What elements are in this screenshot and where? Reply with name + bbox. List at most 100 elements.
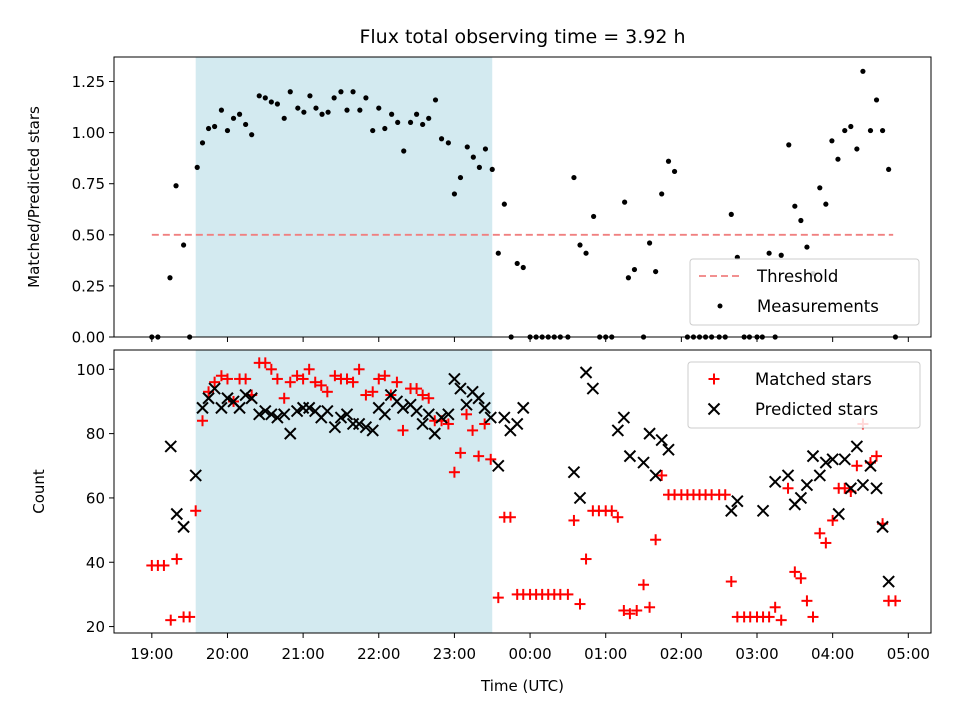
matched-star-point bbox=[360, 389, 372, 401]
measurement-point bbox=[445, 140, 451, 146]
matched-star-point bbox=[656, 469, 668, 481]
top-y-ticks: 0.00 0.25 0.50 0.75 1.00 1.25 bbox=[72, 73, 114, 347]
predicted-star-point bbox=[586, 382, 600, 395]
matched-star-point bbox=[467, 424, 479, 436]
matched-star-point bbox=[215, 370, 227, 382]
matched-star-point bbox=[297, 373, 309, 385]
x-tick-label: 04:00 bbox=[811, 645, 854, 663]
measurement-point bbox=[778, 252, 784, 258]
predicted-star-point bbox=[643, 427, 656, 440]
measurement-point bbox=[236, 111, 243, 117]
matched-star-point bbox=[454, 447, 466, 459]
top-legend-box bbox=[689, 258, 920, 326]
predicted-star-point bbox=[328, 420, 342, 434]
predicted-star-point bbox=[826, 453, 839, 466]
predicted-star-point bbox=[253, 408, 266, 421]
measurement-point bbox=[249, 132, 255, 138]
measurement-point bbox=[363, 95, 369, 101]
bottom-y-tick-label: 100 bbox=[76, 361, 105, 379]
measurement-point bbox=[482, 146, 489, 152]
measurement-point bbox=[395, 119, 401, 126]
bottom-y-tick-label: 20 bbox=[86, 618, 105, 636]
matched-star-point bbox=[631, 604, 643, 616]
top-y-tick-label: 0.25 bbox=[72, 277, 105, 295]
predicted-star-point bbox=[196, 401, 209, 415]
predicted-star-point bbox=[579, 366, 593, 379]
measurement-point bbox=[401, 148, 407, 154]
measurement-point bbox=[464, 144, 470, 150]
bottom-y-axis-label: Count bbox=[30, 469, 48, 514]
measurement-point bbox=[230, 115, 237, 121]
measurement-point bbox=[470, 154, 476, 160]
matched-star-point bbox=[504, 511, 516, 523]
predicted-star-point bbox=[239, 388, 252, 402]
measurement-point bbox=[817, 185, 823, 191]
measurement-point bbox=[798, 217, 804, 224]
matched-star-point bbox=[278, 392, 290, 404]
predicted-star-point bbox=[215, 401, 228, 415]
measurement-point bbox=[325, 109, 331, 115]
measurement-point bbox=[295, 105, 301, 111]
measurement-point bbox=[243, 121, 249, 128]
predicted-star-point bbox=[422, 408, 435, 421]
matched-star-point bbox=[303, 363, 315, 375]
matched-star-point bbox=[801, 595, 813, 607]
observing-window-shade-bottom bbox=[195, 350, 493, 633]
measurement-point bbox=[420, 121, 426, 128]
predicted-star-point bbox=[876, 520, 889, 534]
measurement-point bbox=[659, 191, 665, 197]
legend-predicted-label: Predicted stars bbox=[755, 400, 878, 419]
predicted-star-point bbox=[352, 417, 366, 431]
matched-star-point bbox=[442, 418, 454, 430]
matched-star-point bbox=[221, 373, 233, 385]
x-tick-label: 02:00 bbox=[660, 645, 703, 663]
matched-star-point bbox=[448, 466, 460, 478]
measurement-point bbox=[495, 250, 501, 256]
x-tick-label: 01:00 bbox=[584, 645, 627, 663]
top-y-axis-label: Matched/Predicted stars bbox=[25, 106, 43, 288]
matched-star-point bbox=[492, 592, 504, 604]
x-tick-label: 03:00 bbox=[735, 645, 778, 663]
matched-star-point bbox=[171, 553, 183, 565]
measurement-point bbox=[307, 93, 313, 99]
predicted-star-point bbox=[850, 440, 864, 453]
bottom-y-tick-label: 80 bbox=[86, 425, 105, 443]
predicted-star-point bbox=[813, 469, 827, 482]
matched-star-point bbox=[719, 489, 731, 501]
measurement-point bbox=[766, 250, 772, 256]
predicted-star-point bbox=[567, 465, 581, 479]
predicted-star-point bbox=[284, 427, 297, 440]
measurement-point bbox=[432, 97, 439, 103]
predicted-star-point bbox=[366, 424, 379, 437]
predicted-star-point bbox=[510, 417, 524, 431]
measurement-point bbox=[256, 93, 262, 99]
predicted-star-point bbox=[794, 491, 808, 505]
matched-star-point bbox=[650, 534, 662, 546]
matched-star-point bbox=[775, 614, 787, 626]
predicted-star-point bbox=[725, 504, 738, 518]
matched-star-point bbox=[165, 614, 177, 626]
measurement-point bbox=[370, 127, 376, 134]
predicted-star-point bbox=[484, 411, 497, 424]
predicted-star-point bbox=[819, 456, 833, 469]
matched-star-point bbox=[820, 537, 832, 549]
measurement-point bbox=[848, 123, 854, 130]
measurement-point bbox=[728, 211, 734, 217]
predicted-star-point bbox=[844, 482, 858, 495]
x-tick-label: 21:00 bbox=[282, 645, 325, 663]
predicted-star-point bbox=[655, 433, 668, 447]
x-tick-label: 23:00 bbox=[433, 645, 476, 663]
legend-plus-marker bbox=[708, 373, 720, 385]
predicted-star-point bbox=[781, 469, 795, 482]
predicted-star-point bbox=[378, 408, 392, 421]
predicted-star-point bbox=[278, 408, 291, 421]
matched-star-point bbox=[871, 450, 883, 462]
predicted-star-point bbox=[428, 427, 441, 440]
measurement-point bbox=[520, 264, 526, 271]
matched-star-point bbox=[606, 505, 618, 517]
top-y-tick-label: 0.00 bbox=[72, 329, 105, 347]
measurement-point bbox=[350, 89, 356, 95]
predicted-star-point bbox=[800, 478, 814, 492]
measurement-point bbox=[313, 105, 319, 111]
